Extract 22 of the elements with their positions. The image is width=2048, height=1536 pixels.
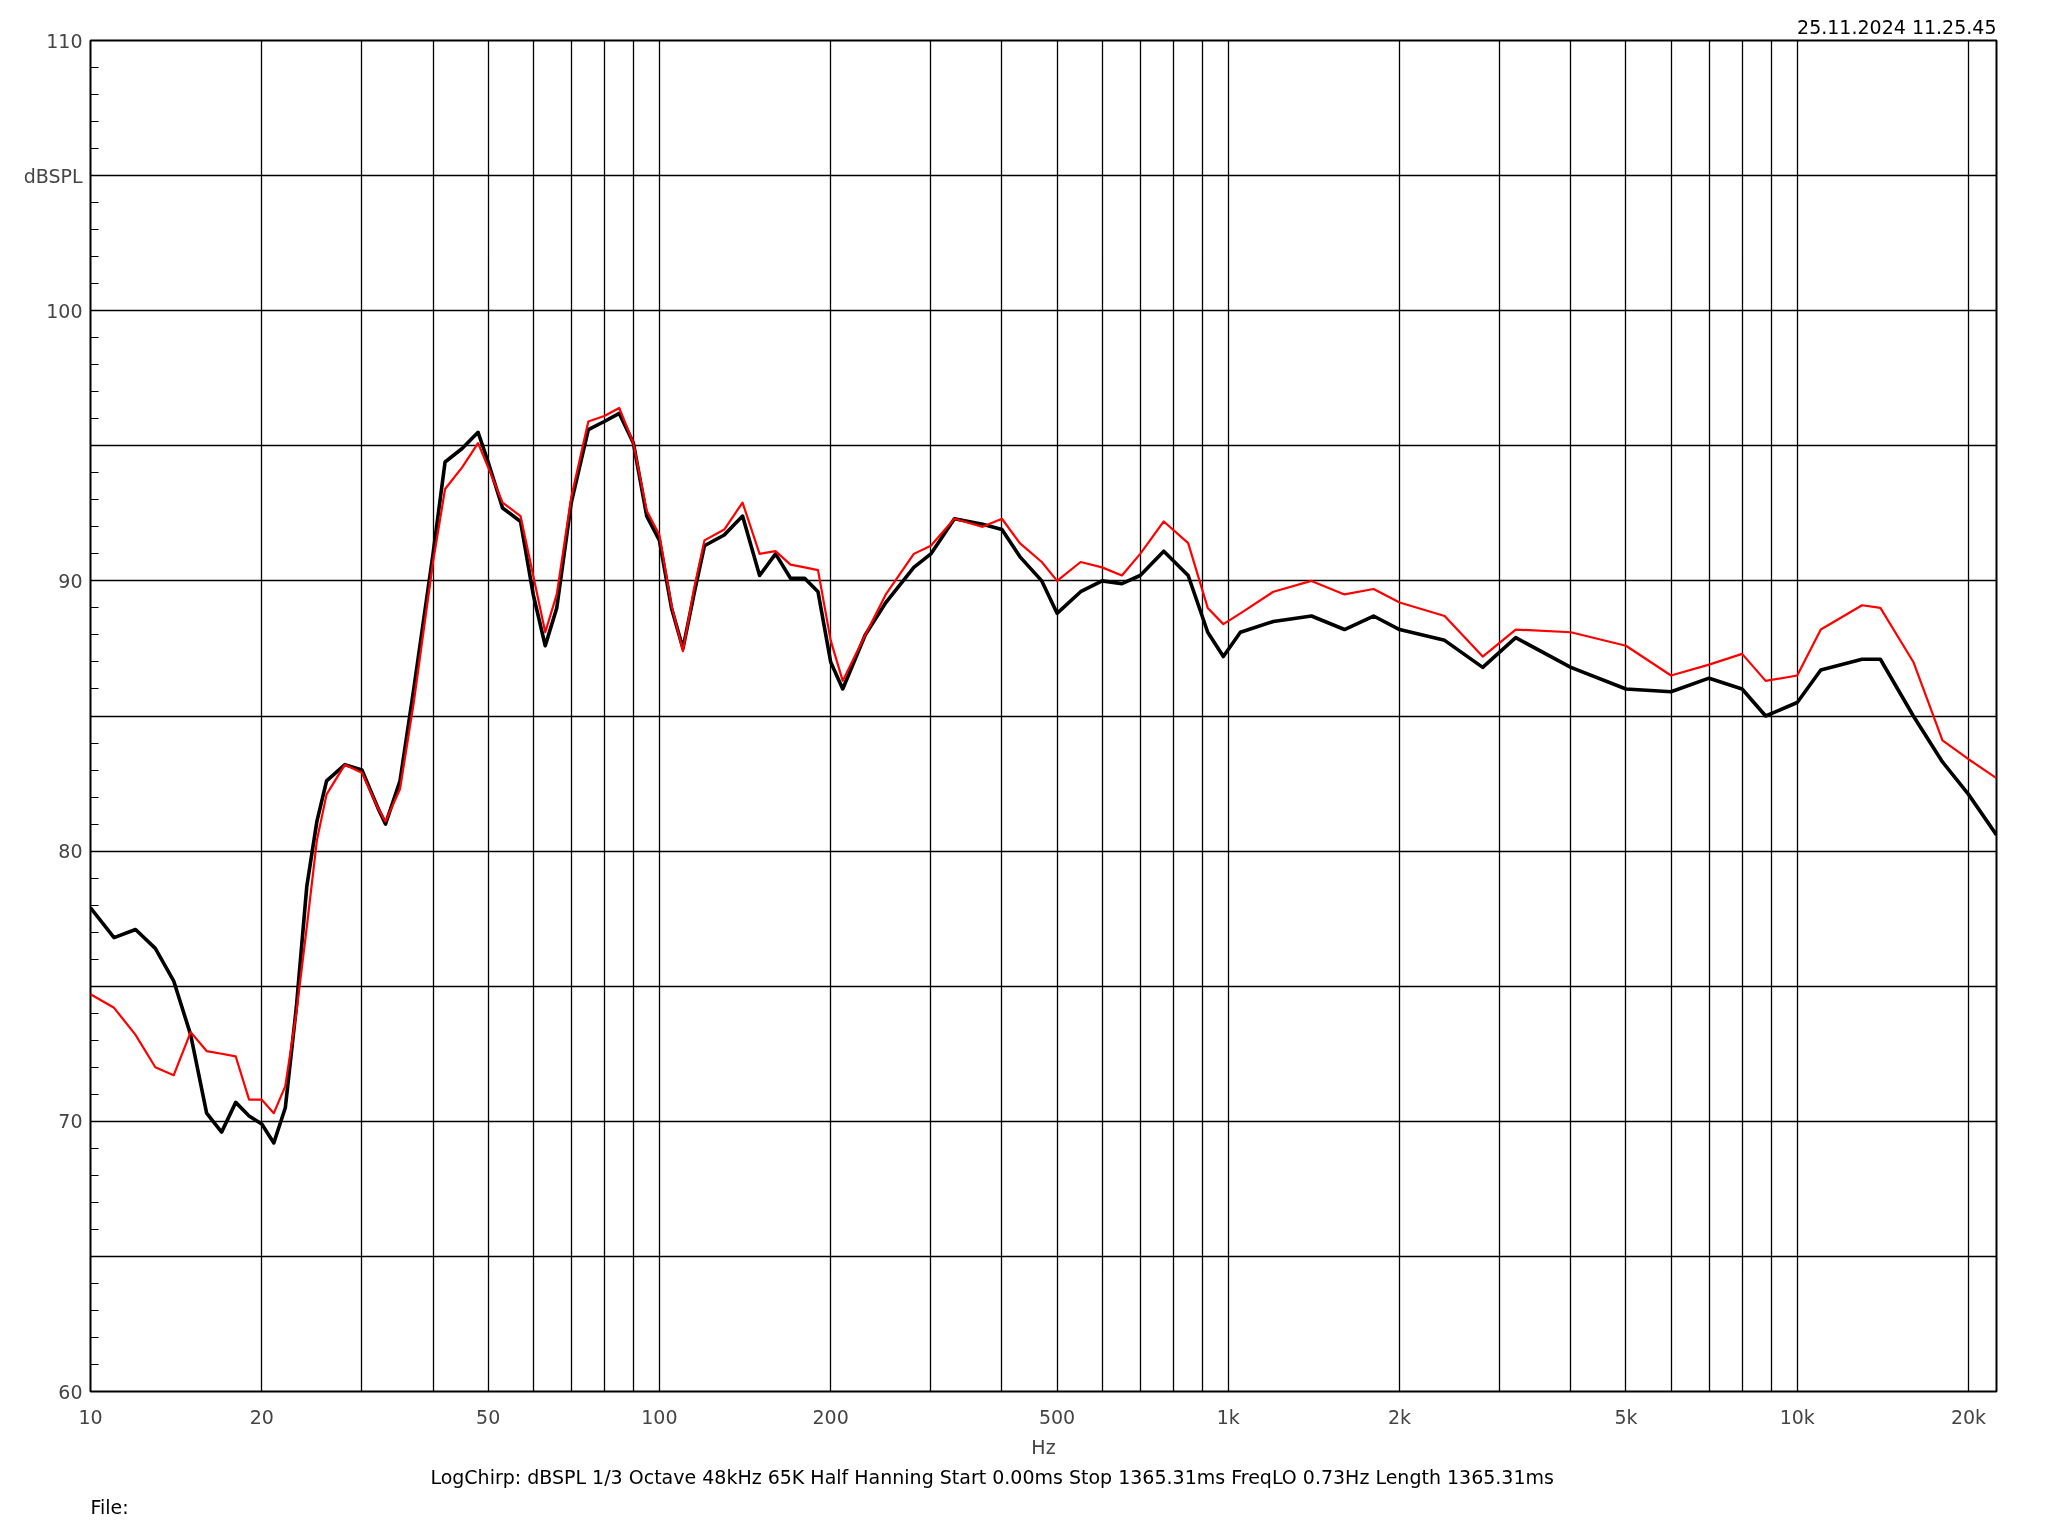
text: LogChirp: dBSPL 1/3 Octave 48kHz 65K Half Hanning Start 0.00ms Stop 1365.31ms FreqLO 0.73Hz Length 1365.31ms bbox=[430, 1465, 1554, 1488]
x-tick-label: 20k bbox=[1950, 1405, 1987, 1428]
y-tick-label: 110 bbox=[46, 29, 83, 52]
text: File: bbox=[90, 1495, 129, 1518]
x-tick-label: 10k bbox=[1779, 1405, 1815, 1428]
x-axis-title: Hz bbox=[1031, 1435, 1056, 1458]
y-tick-label: 90 bbox=[58, 569, 83, 592]
x-tick-label: 50 bbox=[476, 1405, 501, 1428]
x-tick-label: 10 bbox=[78, 1405, 103, 1428]
y-tick-label: 80 bbox=[58, 840, 83, 863]
x-tick-label: 5k bbox=[1614, 1405, 1638, 1428]
y-tick-label: 100 bbox=[46, 299, 83, 322]
x-tick-label: 2k bbox=[1388, 1405, 1412, 1428]
text: 25.11.2024 11.25.45 bbox=[1797, 15, 1997, 38]
x-tick-label: 200 bbox=[812, 1405, 849, 1428]
x-tick-label: 1k bbox=[1216, 1405, 1240, 1428]
x-tick-label: 500 bbox=[1038, 1405, 1076, 1428]
y-tick-label: 70 bbox=[58, 1110, 83, 1133]
x-tick-label: 20 bbox=[249, 1405, 274, 1428]
y-tick-label: dBSPL bbox=[23, 164, 83, 187]
x-tick-label: 100 bbox=[641, 1405, 678, 1428]
y-tick-label: 60 bbox=[58, 1380, 83, 1403]
